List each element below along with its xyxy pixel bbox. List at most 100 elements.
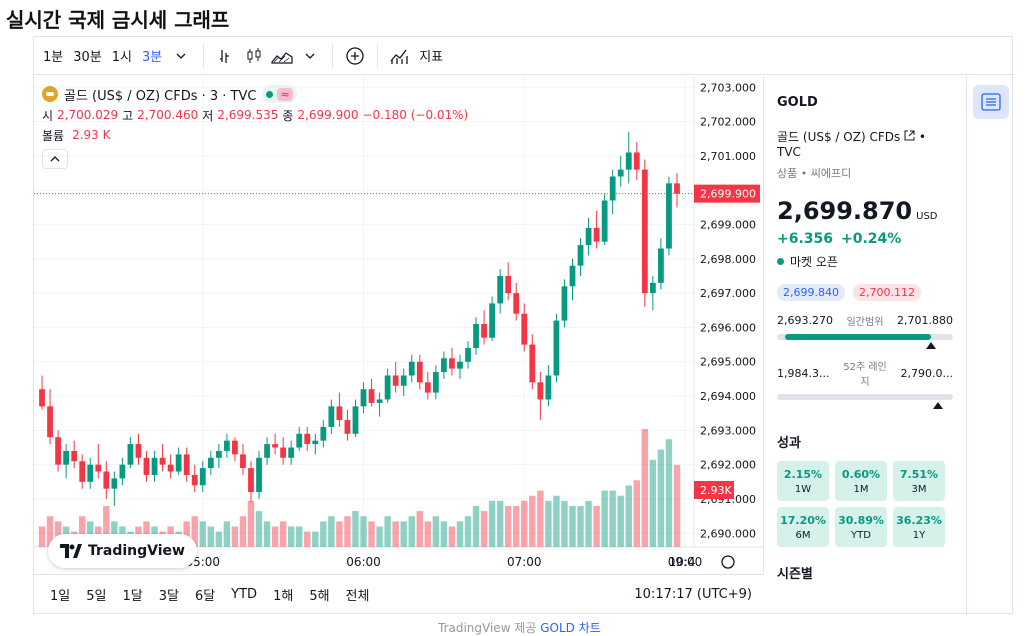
volume-bar bbox=[320, 521, 327, 547]
candle-body bbox=[288, 447, 295, 458]
volume-bar bbox=[537, 490, 544, 547]
day-range-marker-icon bbox=[926, 342, 937, 349]
range-3m[interactable]: 3달 bbox=[158, 589, 179, 604]
candle-body bbox=[593, 227, 600, 242]
perf-6m[interactable]: 17.20% 6M bbox=[777, 507, 829, 547]
volume-bar bbox=[271, 526, 279, 547]
volume-bar bbox=[392, 521, 399, 547]
interval-1m[interactable]: 1분 bbox=[43, 50, 64, 65]
volume-bar bbox=[223, 521, 231, 547]
range-5y[interactable]: 5해 bbox=[309, 589, 330, 604]
perf-1m[interactable]: 0.60% 1M bbox=[835, 461, 887, 501]
bar-chart-style-icon[interactable] bbox=[212, 42, 240, 70]
watchlist-details-button[interactable] bbox=[973, 85, 1009, 119]
candle-body bbox=[666, 183, 672, 249]
open-value: 2,700.029 bbox=[57, 108, 119, 122]
candle-body bbox=[545, 375, 552, 400]
candle-body bbox=[55, 437, 61, 465]
volume-bar bbox=[464, 516, 472, 547]
close-label: 종 bbox=[282, 108, 294, 123]
candle-body bbox=[376, 399, 383, 403]
tradingview-logo[interactable]: TradingView bbox=[48, 534, 197, 568]
legend-collapse-button[interactable] bbox=[42, 149, 68, 169]
credit-prefix: TradingView 제공 bbox=[438, 621, 537, 635]
candle-body bbox=[392, 375, 399, 386]
range-1d[interactable]: 1일 bbox=[50, 589, 71, 604]
volume-bar bbox=[183, 521, 190, 547]
performance-grid: 2.15% 1W 0.60% 1M 7.51% 3M 17.20% 6M 30.89% Y… bbox=[777, 461, 953, 547]
toolbar-divider bbox=[377, 44, 379, 67]
indicators-icon[interactable] bbox=[386, 42, 414, 70]
candle-body bbox=[360, 389, 367, 407]
range-ytd[interactable]: YTD bbox=[231, 587, 258, 602]
candle-body bbox=[256, 457, 262, 493]
candle-body bbox=[368, 389, 375, 403]
candle-body bbox=[658, 248, 664, 283]
candle-body bbox=[489, 303, 496, 338]
range-1m[interactable]: 1달 bbox=[122, 589, 143, 604]
volume-bar bbox=[424, 521, 432, 547]
interval-1h[interactable]: 1시 bbox=[111, 50, 132, 65]
perf-1y[interactable]: 36.23% 1Y bbox=[893, 507, 945, 547]
volume-bar bbox=[649, 459, 657, 547]
candles-chart-style-icon[interactable] bbox=[240, 42, 268, 70]
candlestick-chart[interactable]: 2,703.0002,702.0002,701.0002,700.0002,69… bbox=[34, 77, 764, 573]
volume-bar bbox=[376, 526, 383, 547]
compare-add-icon[interactable] bbox=[341, 42, 369, 70]
price-change-abs: +6.356 bbox=[777, 231, 834, 247]
area-chart-style-icon[interactable] bbox=[268, 42, 296, 70]
volume-bar bbox=[488, 500, 496, 547]
chart-style-chevron-icon[interactable] bbox=[296, 42, 324, 70]
week52-high: 2,790.0... bbox=[900, 366, 953, 380]
volume-bar bbox=[400, 521, 407, 547]
legend-symbol[interactable]: 골드 (US$ / OZ) CFDs · 3 · TVC bbox=[64, 88, 257, 104]
range-5d[interactable]: 5일 bbox=[86, 589, 107, 604]
range-1y[interactable]: 1해 bbox=[273, 589, 294, 604]
chart-settings-gear-icon[interactable] bbox=[721, 555, 735, 569]
low-value: 2,699.535 bbox=[217, 108, 279, 122]
timezone-clock[interactable]: 10:17:17 (UTC+9) bbox=[634, 587, 752, 602]
seasonals-title: 시즌별 bbox=[777, 567, 813, 582]
side-symbol[interactable]: GOLD bbox=[777, 95, 818, 110]
volume-bar bbox=[504, 505, 512, 547]
volume-bar bbox=[472, 505, 480, 547]
candle-body bbox=[408, 361, 415, 376]
perf-3m[interactable]: 7.51% 3M bbox=[893, 461, 945, 501]
perf-value: 7.51% bbox=[899, 467, 939, 481]
candle-body bbox=[175, 454, 182, 472]
candle-body bbox=[232, 440, 238, 455]
interval-30m[interactable]: 30분 bbox=[73, 50, 102, 65]
range-all[interactable]: 전체 bbox=[345, 589, 370, 604]
range-6m[interactable]: 6달 bbox=[194, 589, 216, 604]
market-status-pill[interactable]: ≈ bbox=[262, 85, 297, 103]
open-label: 시 bbox=[42, 108, 54, 123]
candle-body bbox=[264, 444, 270, 458]
interval-dropdown-chevron-icon[interactable] bbox=[167, 42, 195, 70]
perf-ytd[interactable]: 30.89% YTD bbox=[835, 507, 887, 547]
high-label: 고 bbox=[122, 108, 134, 123]
candle-body bbox=[585, 227, 592, 246]
perf-value: 0.60% bbox=[841, 467, 881, 481]
candle-body bbox=[513, 293, 520, 314]
candle-body bbox=[441, 358, 447, 373]
volume-bar bbox=[360, 516, 367, 547]
interval-3m[interactable]: 3분 bbox=[141, 50, 163, 65]
external-link-icon[interactable] bbox=[904, 130, 915, 141]
volume-bar bbox=[328, 516, 335, 547]
perf-label: 1M bbox=[853, 483, 869, 495]
candle-body bbox=[561, 286, 568, 321]
candle-body bbox=[617, 169, 624, 177]
volume-bar bbox=[480, 511, 488, 547]
chart-pane[interactable]: 골드 (US$ / OZ) CFDs · 3 · TVC ≈ 시 2,700.02… bbox=[34, 77, 764, 573]
market-open-dot-icon bbox=[777, 258, 784, 265]
day-range: 2,693.270 일간범위 2,701.880 bbox=[777, 313, 953, 328]
candle-body bbox=[296, 433, 303, 448]
day-high: 2,701.880 bbox=[897, 314, 953, 327]
ohlc-values: 시 2,700.029 고 2,700.460 저 2,699.535 종 2,699.… bbox=[42, 105, 468, 125]
price-currency: USD bbox=[916, 211, 938, 222]
gold-chart-link[interactable]: GOLD 차트 bbox=[540, 621, 601, 635]
indicators-button[interactable]: 지표 bbox=[419, 50, 444, 65]
perf-1w[interactable]: 2.15% 1W bbox=[777, 461, 829, 501]
volume-bar bbox=[633, 480, 641, 547]
week52-label: 52주 레인지 bbox=[843, 362, 887, 388]
